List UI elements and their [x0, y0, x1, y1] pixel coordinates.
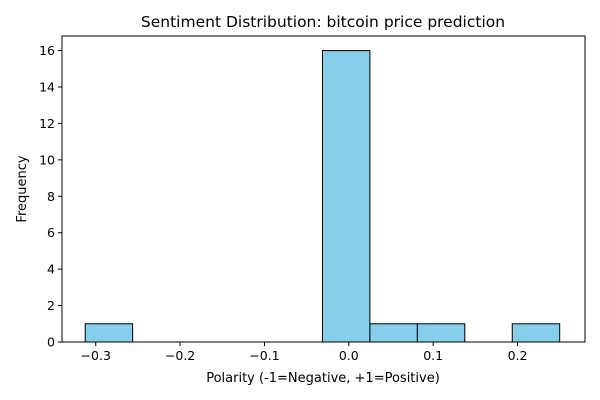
y-tick-label: 4 [47, 262, 55, 277]
y-ticks-group: 0 2 4 6 8 10 12 14 16 [39, 43, 62, 350]
y-tick-label: 8 [47, 189, 55, 204]
y-tick-label: 16 [39, 43, 55, 58]
y-tick-label: 12 [39, 116, 55, 131]
histogram-bar-0 [84, 323, 134, 343]
x-tick-label: −0.2 [165, 348, 195, 363]
histogram-bar-6 [369, 323, 418, 343]
y-axis-label: Frequency [15, 155, 30, 222]
x-axis-label: Polarity (-1=Negative, +1=Positive) [206, 371, 440, 386]
plot-frame [61, 35, 586, 343]
y-tick-label: 0 [47, 335, 55, 350]
y-tick-label: 10 [39, 152, 55, 167]
histogram-bar-9 [511, 323, 561, 343]
y-tick-label: 6 [47, 225, 55, 240]
x-tick-label: −0.3 [81, 348, 111, 363]
x-ticks-group: −0.3 −0.2 −0.1 0.0 0.1 0.2 [81, 342, 528, 363]
x-tick-label: −0.1 [249, 348, 279, 363]
histogram-bar-5 [321, 50, 371, 343]
y-tick-label: 2 [47, 298, 55, 313]
chart-title: Sentiment Distribution: bitcoin price pr… [141, 13, 505, 31]
x-tick-label: 0.1 [423, 348, 443, 363]
bars-group [84, 50, 561, 343]
x-tick-label: 0.2 [508, 348, 528, 363]
x-tick-label: 0.0 [339, 348, 359, 363]
y-tick-label: 14 [39, 80, 55, 95]
histogram-bar-7 [416, 323, 466, 343]
